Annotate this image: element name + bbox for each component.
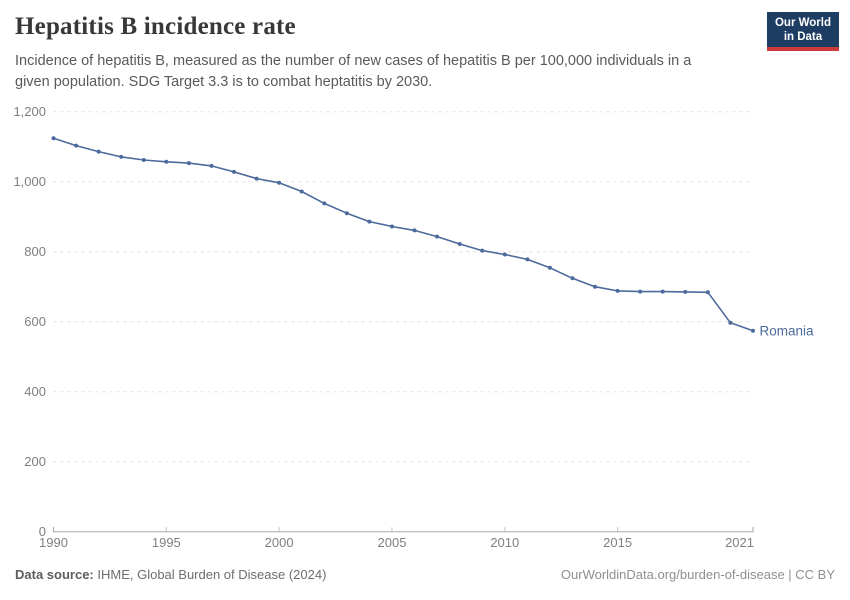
data-point[interactable]: [74, 143, 79, 148]
owid-logo-line2: in Data: [783, 31, 823, 43]
y-tick-label: 0: [39, 524, 46, 539]
data-point[interactable]: [254, 176, 259, 181]
data-source-text: IHME, Global Burden of Disease (2024): [93, 567, 327, 582]
data-point[interactable]: [525, 257, 530, 262]
data-point[interactable]: [322, 201, 327, 206]
data-point[interactable]: [660, 289, 665, 294]
x-tick-label: 2005: [378, 535, 407, 550]
owid-logo[interactable]: Our World in Data: [766, 12, 839, 51]
data-point[interactable]: [412, 228, 417, 233]
data-point[interactable]: [547, 265, 552, 270]
y-tick-label: 1,200: [13, 104, 46, 119]
chart-footer: Data source: IHME, Global Burden of Dise…: [15, 567, 835, 582]
x-tick-label: 1995: [152, 535, 181, 550]
data-point[interactable]: [593, 284, 597, 289]
y-tick-label: 1,000: [13, 174, 46, 189]
data-point[interactable]: [751, 328, 755, 333]
data-source-label: Data source:: [15, 567, 94, 582]
footer-rights-link[interactable]: OurWorldinData.org/burden-of-disease | C…: [560, 567, 835, 582]
page-title: Hepatitis B incidence rate: [15, 13, 296, 40]
x-tick-label: 2015: [603, 535, 632, 550]
data-point[interactable]: [51, 136, 56, 141]
y-tick-label: 600: [24, 314, 46, 329]
trend-line[interactable]: [52, 137, 754, 332]
y-tick-label: 800: [24, 244, 46, 259]
data-point[interactable]: [705, 290, 710, 295]
data-point[interactable]: [232, 169, 236, 174]
owid-logo-line1: Our World: [774, 17, 831, 29]
data-point[interactable]: [344, 211, 349, 216]
data-point[interactable]: [299, 189, 304, 194]
data-point[interactable]: [367, 219, 372, 224]
data-point[interactable]: [186, 161, 191, 166]
data-point[interactable]: [164, 159, 169, 164]
x-tick-label: 1990: [39, 535, 68, 550]
data-point[interactable]: [435, 234, 440, 239]
chart-subtitle: Incidence of hepatitis B, measured as th…: [15, 53, 692, 90]
data-point[interactable]: [141, 158, 146, 162]
data-point[interactable]: [615, 288, 620, 293]
x-tick-label: 2010: [490, 535, 519, 550]
data-point[interactable]: [119, 154, 124, 159]
data-point[interactable]: [683, 289, 688, 294]
data-point[interactable]: [638, 289, 643, 294]
data-point[interactable]: [480, 248, 485, 253]
data-point[interactable]: [570, 276, 575, 281]
x-tick-label: 2000: [265, 535, 294, 550]
data-point[interactable]: [209, 163, 214, 168]
data-source: Data source: IHME, Global Burden of Dise…: [15, 567, 326, 582]
data-point[interactable]: [502, 252, 507, 257]
data-point[interactable]: [728, 320, 733, 325]
x-axis-line: [53, 526, 754, 533]
data-point[interactable]: [96, 149, 101, 154]
y-tick-label: 400: [24, 384, 46, 399]
data-point[interactable]: [390, 224, 394, 229]
data-point[interactable]: [457, 242, 462, 246]
data-point[interactable]: [277, 180, 282, 185]
y-tick-label: 200: [24, 454, 46, 469]
series-end-label: Romania: [760, 323, 815, 338]
x-tick-label: 2021: [725, 535, 754, 550]
